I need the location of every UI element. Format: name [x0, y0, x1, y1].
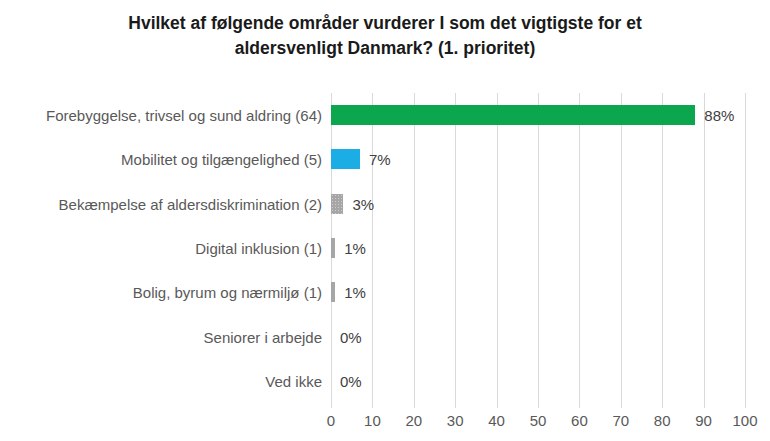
value-label: 1% — [344, 284, 366, 301]
bar — [331, 238, 335, 258]
x-tickmark — [745, 403, 746, 408]
value-label: 7% — [369, 151, 391, 168]
x-tickmark — [579, 403, 580, 408]
value-label: 0% — [340, 372, 362, 389]
bar-chart-figure: Hvilket af følgende områder vurderer I s… — [0, 0, 770, 441]
category-label: Bolig, byrum og nærmiljø (1) — [0, 284, 322, 301]
x-gridline — [745, 93, 746, 403]
category-label: Seniorer i arbejde — [0, 328, 322, 345]
x-tickmark — [662, 403, 663, 408]
value-label: 1% — [344, 240, 366, 257]
category-label: Bekæmpelse af aldersdiskrimination (2) — [0, 195, 322, 212]
x-gridline — [704, 93, 705, 403]
x-gridline — [621, 93, 622, 403]
x-gridline — [414, 93, 415, 403]
x-tickmark — [497, 403, 498, 408]
category-label: Digital inklusion (1) — [0, 240, 322, 257]
value-label: 88% — [704, 107, 734, 124]
bar — [331, 282, 335, 302]
x-tickmark — [704, 403, 705, 408]
value-label: 0% — [340, 328, 362, 345]
bar — [331, 149, 360, 169]
x-tickmark — [621, 403, 622, 408]
x-gridline — [662, 93, 663, 403]
value-label: 3% — [352, 195, 374, 212]
bar — [331, 105, 695, 125]
x-tick-label: 100 — [720, 412, 770, 429]
x-gridline — [455, 93, 456, 403]
x-gridline — [372, 93, 373, 403]
plot-area: 0102030405060708090100Forebyggelse, triv… — [0, 0, 770, 441]
x-tickmark — [455, 403, 456, 408]
category-label: Ved ikke — [0, 372, 322, 389]
bar — [331, 194, 343, 214]
x-gridline — [538, 93, 539, 403]
x-tickmark — [331, 403, 332, 408]
x-tickmark — [372, 403, 373, 408]
x-gridline — [579, 93, 580, 403]
category-label: Forebyggelse, trivsel og sund aldring (6… — [0, 107, 322, 124]
x-gridline — [497, 93, 498, 403]
x-tickmark — [538, 403, 539, 408]
category-label: Mobilitet og tilgængelighed (5) — [0, 151, 322, 168]
x-tickmark — [414, 403, 415, 408]
